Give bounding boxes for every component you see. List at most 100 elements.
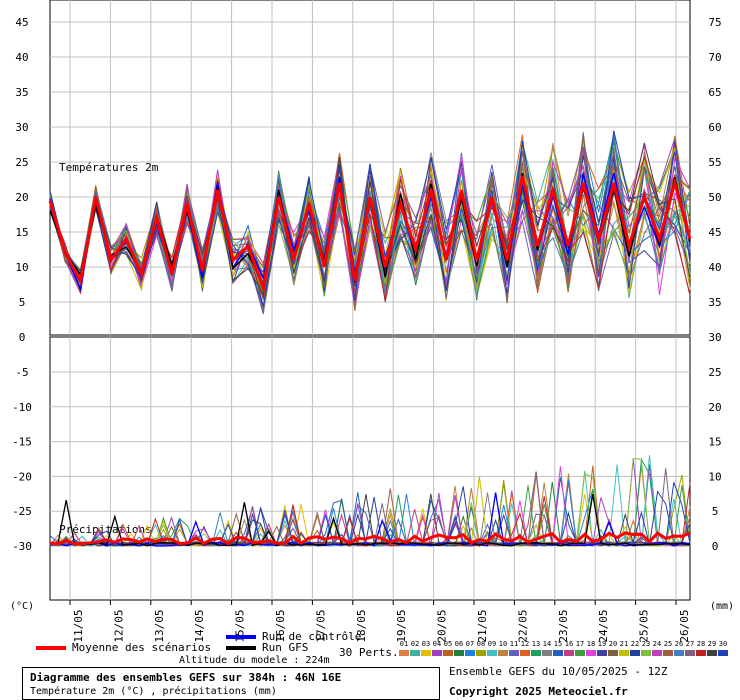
pert-number: 11	[509, 640, 519, 648]
temp-left-tick-label: 0	[19, 331, 26, 344]
pert-swatch	[399, 650, 409, 656]
legend-control-label: Run de contrôle	[262, 630, 362, 643]
pert-swatch	[652, 650, 662, 656]
x-date-label: 20/05	[436, 609, 449, 642]
precip-left-tick-label: -5	[15, 366, 28, 379]
pert-swatch	[718, 650, 728, 656]
pert-swatch	[597, 650, 607, 656]
temp-member-line	[49, 155, 691, 309]
temp-right-tick-label: 60	[708, 121, 721, 134]
temp-right-tick-label: 55	[708, 156, 721, 169]
pert-number: 18	[586, 640, 596, 648]
pert-swatch	[564, 650, 574, 656]
pert-swatch	[707, 650, 717, 656]
pert-number: 28	[696, 640, 706, 648]
pert-swatch	[520, 650, 530, 656]
temp-member-line	[49, 131, 691, 294]
pert-swatch	[575, 650, 585, 656]
legend-control: Run de contrôle	[226, 630, 361, 643]
pert-swatch	[674, 650, 684, 656]
pert-number: 06	[454, 640, 464, 648]
pert-swatch	[696, 650, 706, 656]
pert-number: 04	[432, 640, 442, 648]
pert-number: 15	[553, 640, 563, 648]
x-date-label: 18/05	[355, 609, 368, 642]
x-date-label: 11/05	[72, 609, 85, 642]
pert-number: 21	[619, 640, 629, 648]
x-date-label: 21/05	[476, 609, 489, 642]
x-date-label: 14/05	[193, 609, 206, 642]
temp-left-tick-label: 35	[15, 86, 28, 99]
pert-number: 03	[421, 640, 431, 648]
pert-number: 07	[465, 640, 475, 648]
temp-right-tick-label: 50	[708, 191, 721, 204]
precip-left-tick-label: -30	[12, 540, 32, 553]
precip-panel-title: Précipitations	[59, 523, 152, 536]
legend-mean-line	[36, 646, 66, 650]
ensemble-run-label: Ensemble GEFS du 10/05/2025 - 12Z	[449, 665, 668, 678]
pert-number: 14	[542, 640, 552, 648]
temp-right-tick-label: 45	[708, 226, 721, 239]
temp-mean-line	[48, 175, 692, 294]
precip-right-tick-label: 15	[708, 436, 721, 449]
pert-swatch	[608, 650, 618, 656]
pert-swatch	[465, 650, 475, 656]
legend-gfs-line	[226, 646, 256, 650]
x-date-label: 13/05	[153, 609, 166, 642]
pert-number: 22	[630, 640, 640, 648]
pert-number: 24	[652, 640, 662, 648]
x-date-label: 12/05	[112, 609, 125, 642]
precip-panel-frame	[49, 336, 691, 601]
legend-gfs-label: Run GFS	[262, 641, 309, 654]
pert-swatch	[498, 650, 508, 656]
precip-right-tick-label: 25	[708, 366, 721, 379]
pert-swatch	[443, 650, 453, 656]
legend-mean: Moyenne des scénarios	[36, 641, 211, 654]
temp-left-tick-label: 15	[15, 226, 28, 239]
x-date-label: 23/05	[557, 609, 570, 642]
precip-left-tick-label: -15	[12, 436, 32, 449]
pert-number: 12	[520, 640, 530, 648]
temp-right-tick-label: 75	[708, 16, 721, 29]
pert-swatch	[421, 650, 431, 656]
precip-gfs-line	[49, 494, 691, 547]
pert-number: 05	[443, 640, 453, 648]
x-date-label: 26/05	[678, 609, 691, 642]
legend-mean-label: Moyenne des scénarios	[72, 641, 212, 654]
x-date-label: 15/05	[234, 609, 247, 642]
temp-right-tick-label: 40	[708, 261, 721, 274]
pert-number: 19	[597, 640, 607, 648]
pert-number: 23	[641, 640, 651, 648]
temp-left-tick-label: 40	[15, 51, 28, 64]
precip-right-tick-label: 10	[708, 470, 721, 483]
chart-title: Diagramme des ensembles GEFS sur 384h : …	[30, 671, 342, 684]
pert-swatch	[509, 650, 519, 656]
pert-number: 08	[476, 640, 486, 648]
temp-panel-title: Températures 2m	[59, 161, 159, 174]
temp-left-tick-label: 30	[15, 121, 28, 134]
precip-left-tick-label: -25	[12, 505, 32, 518]
pert-number: 02	[410, 640, 420, 648]
precip-mean-line	[49, 531, 691, 546]
pert-swatch	[410, 650, 420, 656]
pert-swatch	[432, 650, 442, 656]
legend-gfs: Run GFS	[226, 641, 308, 654]
pert-number: 27	[685, 640, 695, 648]
precip-left-tick-label: -20	[12, 470, 32, 483]
x-date-label: 22/05	[516, 609, 529, 642]
pert-swatch	[553, 650, 563, 656]
pert-number: 01	[399, 640, 409, 648]
altitude-label: Altitude du modele : 224m	[179, 655, 330, 666]
precip-right-tick-label: 20	[708, 401, 721, 414]
temp-member-line	[49, 140, 691, 292]
x-date-label: 25/05	[638, 609, 651, 642]
pert-number: 20	[608, 640, 618, 648]
temp-left-tick-label: 45	[15, 16, 28, 29]
pert-swatch	[487, 650, 497, 656]
chart-subtitle: Température 2m (°C) , précipitations (mm…	[30, 686, 277, 697]
pert-number: 10	[498, 640, 508, 648]
left-unit-label: (°C)	[10, 601, 34, 612]
legend-control-line	[226, 635, 256, 639]
pert-number: 25	[663, 640, 673, 648]
pert-swatch	[663, 650, 673, 656]
